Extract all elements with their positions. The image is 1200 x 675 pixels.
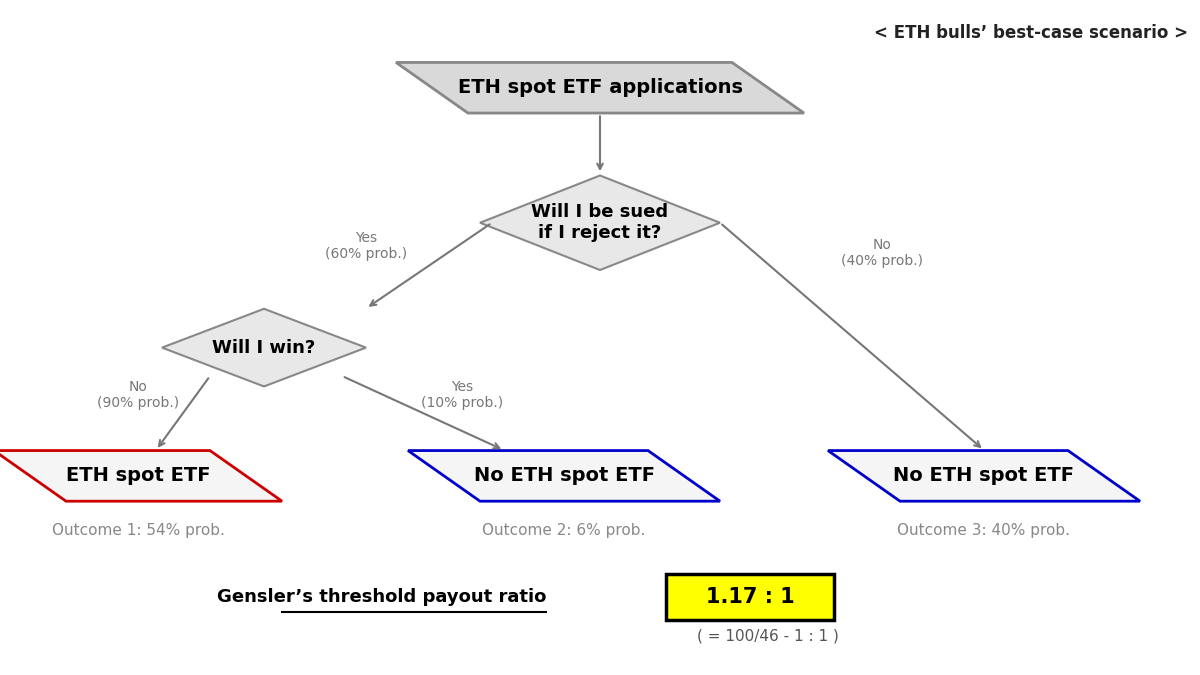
Text: Outcome 3: 40% prob.: Outcome 3: 40% prob. <box>898 522 1070 538</box>
Text: Yes
(10% prob.): Yes (10% prob.) <box>421 380 503 410</box>
Text: ( = 100/46 - 1 : 1 ): ( = 100/46 - 1 : 1 ) <box>697 628 839 643</box>
Text: < ETH bulls’ best-case scenario >: < ETH bulls’ best-case scenario > <box>874 24 1188 42</box>
Polygon shape <box>0 451 282 501</box>
Text: Will I be sued
if I reject it?: Will I be sued if I reject it? <box>532 203 668 242</box>
Text: Outcome 2: 6% prob.: Outcome 2: 6% prob. <box>482 522 646 538</box>
Text: Gensler’s threshold payout ratio: Gensler’s threshold payout ratio <box>217 589 546 606</box>
FancyBboxPatch shape <box>666 574 834 620</box>
Polygon shape <box>162 309 366 386</box>
Text: ETH spot ETF: ETH spot ETF <box>66 466 210 485</box>
Text: No
(90% prob.): No (90% prob.) <box>97 380 179 410</box>
Text: No ETH spot ETF: No ETH spot ETF <box>474 466 654 485</box>
Text: No
(40% prob.): No (40% prob.) <box>841 238 923 268</box>
Polygon shape <box>408 451 720 501</box>
Text: ETH spot ETF applications: ETH spot ETF applications <box>457 78 743 97</box>
Text: No ETH spot ETF: No ETH spot ETF <box>894 466 1074 485</box>
Polygon shape <box>480 176 720 270</box>
Text: 1.17 : 1: 1.17 : 1 <box>706 587 794 608</box>
Text: Yes
(60% prob.): Yes (60% prob.) <box>325 232 407 261</box>
Text: Will I win?: Will I win? <box>212 339 316 356</box>
Polygon shape <box>396 63 804 113</box>
Polygon shape <box>828 451 1140 501</box>
Text: Outcome 1: 54% prob.: Outcome 1: 54% prob. <box>52 522 224 538</box>
